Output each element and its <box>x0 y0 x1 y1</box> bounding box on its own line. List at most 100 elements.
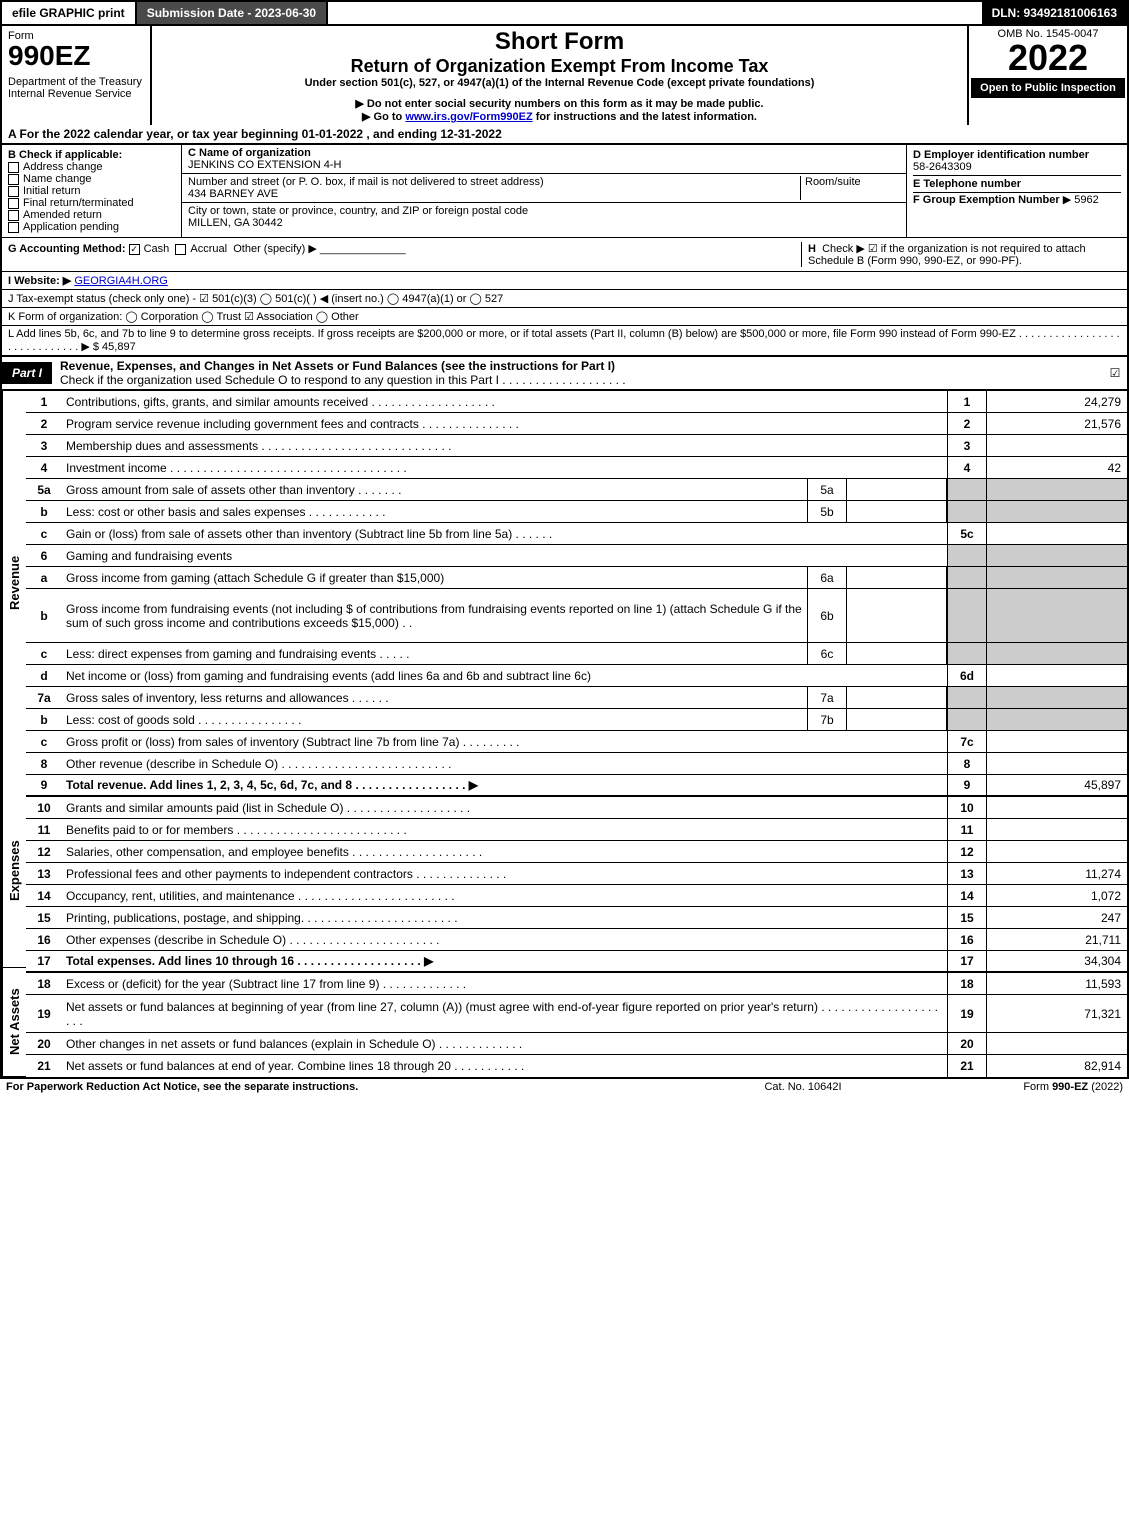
line-num: b <box>26 589 62 642</box>
line-val: 24,279 <box>987 391 1127 412</box>
sub-val <box>847 501 947 522</box>
table-rows: 1Contributions, gifts, grants, and simil… <box>26 391 1127 1077</box>
line-val <box>987 753 1127 774</box>
website-link[interactable]: GEORGIA4H.ORG <box>74 275 168 287</box>
col-c: C Name of organization JENKINS CO EXTENS… <box>182 145 907 237</box>
irs-link[interactable]: www.irs.gov/Form990EZ <box>405 111 532 123</box>
chk-address-change[interactable]: Address change <box>8 161 175 173</box>
line-val: 71,321 <box>987 995 1127 1032</box>
chk-address-change-label: Address change <box>23 161 103 173</box>
line-num: 15 <box>26 907 62 928</box>
line-desc: Less: direct expenses from gaming and fu… <box>62 643 807 664</box>
chk-final-return[interactable]: Final return/terminated <box>8 197 175 209</box>
efile-print-button[interactable]: efile GRAPHIC print <box>2 2 137 24</box>
arrow-icon: ▶ <box>1063 194 1071 206</box>
line-num: b <box>26 501 62 522</box>
line-val <box>987 523 1127 544</box>
open-to-public: Open to Public Inspection <box>971 78 1125 98</box>
line-num: d <box>26 665 62 686</box>
chk-application-pending-label: Application pending <box>23 221 119 233</box>
line-num: c <box>26 523 62 544</box>
chk-application-pending[interactable]: Application pending <box>8 221 175 233</box>
line-val: 21,576 <box>987 413 1127 434</box>
netassets-side-label: Net Assets <box>2 968 26 1077</box>
col-b: B Check if applicable: Address change Na… <box>2 145 182 237</box>
header-center: Short Form Return of Organization Exempt… <box>152 26 967 125</box>
row-k: K Form of organization: ◯ Corporation ◯ … <box>0 308 1129 326</box>
sub-lab: 6c <box>807 643 847 664</box>
line-num: 4 <box>26 457 62 478</box>
phone-label: E Telephone number <box>913 178 1121 190</box>
page-footer: For Paperwork Reduction Act Notice, see … <box>0 1079 1129 1095</box>
line-val-grey <box>987 567 1127 588</box>
i-label: I Website: ▶ <box>8 275 71 287</box>
table-row: 9Total revenue. Add lines 1, 2, 3, 4, 5c… <box>26 775 1127 797</box>
line-val: 21,711 <box>987 929 1127 950</box>
line-lab: 1 <box>947 391 987 412</box>
sub-lab: 6b <box>807 589 847 642</box>
line-num: 5a <box>26 479 62 500</box>
line-desc: Program service revenue including govern… <box>62 413 947 434</box>
l-value: 45,897 <box>102 341 136 353</box>
street-label: Number and street (or P. O. box, if mail… <box>188 176 800 188</box>
line-lab: 17 <box>947 951 987 971</box>
line-num: 3 <box>26 435 62 456</box>
topbar-spacer <box>328 2 981 24</box>
part1-header: Part I Revenue, Expenses, and Changes in… <box>0 356 1129 391</box>
org-name-cell: C Name of organization JENKINS CO EXTENS… <box>182 145 906 174</box>
line-num: 21 <box>26 1055 62 1077</box>
line-val-grey <box>987 479 1127 500</box>
line-num: 13 <box>26 863 62 884</box>
chk-amended-return[interactable]: Amended return <box>8 209 175 221</box>
part1-checkbox[interactable]: ☑ <box>1103 366 1127 380</box>
line-desc: Grants and similar amounts paid (list in… <box>62 797 947 818</box>
line-desc: Total revenue. Add lines 1, 2, 3, 4, 5c,… <box>62 775 947 795</box>
line-num: c <box>26 731 62 752</box>
table-row: 6Gaming and fundraising events <box>26 545 1127 567</box>
chk-initial-return[interactable]: Initial return <box>8 185 175 197</box>
line-desc: Salaries, other compensation, and employ… <box>62 841 947 862</box>
table-row: 3Membership dues and assessments . . . .… <box>26 435 1127 457</box>
line-num: a <box>26 567 62 588</box>
line-num: 17 <box>26 951 62 971</box>
return-title: Return of Organization Exempt From Incom… <box>158 56 961 77</box>
line-desc: Less: cost or other basis and sales expe… <box>62 501 807 522</box>
chk-accrual[interactable] <box>175 244 186 255</box>
org-name: JENKINS CO EXTENSION 4-H <box>188 159 900 171</box>
row-a-tax-year: A For the 2022 calendar year, or tax yea… <box>0 125 1129 145</box>
line-desc: Gross amount from sale of assets other t… <box>62 479 807 500</box>
line-desc: Professional fees and other payments to … <box>62 863 947 884</box>
street-cell: Number and street (or P. O. box, if mail… <box>182 174 906 203</box>
line-desc: Net assets or fund balances at beginning… <box>62 995 947 1032</box>
footer-left: For Paperwork Reduction Act Notice, see … <box>6 1081 683 1093</box>
table-row: 11Benefits paid to or for members . . . … <box>26 819 1127 841</box>
table-row: 16Other expenses (describe in Schedule O… <box>26 929 1127 951</box>
line-desc: Printing, publications, postage, and shi… <box>62 907 947 928</box>
line-val-grey <box>987 709 1127 730</box>
line-lab: 4 <box>947 457 987 478</box>
line-lab: 5c <box>947 523 987 544</box>
chk-name-change-label: Name change <box>23 173 92 185</box>
chk-cash[interactable]: ✓ <box>129 244 140 255</box>
line-lab: 11 <box>947 819 987 840</box>
sub-lab: 5b <box>807 501 847 522</box>
h-label: H <box>808 243 816 255</box>
line-num: 20 <box>26 1033 62 1054</box>
table-row: 21Net assets or fund balances at end of … <box>26 1055 1127 1077</box>
line-lab: 2 <box>947 413 987 434</box>
line-num: 12 <box>26 841 62 862</box>
line-num: c <box>26 643 62 664</box>
line-desc: Total expenses. Add lines 10 through 16 … <box>62 951 947 971</box>
line-num: 9 <box>26 775 62 795</box>
line-val-grey <box>987 643 1127 664</box>
table-row: 2Program service revenue including gover… <box>26 413 1127 435</box>
street-value: 434 BARNEY AVE <box>188 188 800 200</box>
line-lab: 6d <box>947 665 987 686</box>
chk-name-change[interactable]: Name change <box>8 173 175 185</box>
line-lab: 19 <box>947 995 987 1032</box>
line-val <box>987 1033 1127 1054</box>
sub-lab: 7b <box>807 709 847 730</box>
group-exemption-label: F Group Exemption Number <box>913 194 1060 206</box>
part1-subtitle: Check if the organization used Schedule … <box>60 373 1095 387</box>
line-val: 11,593 <box>987 973 1127 994</box>
